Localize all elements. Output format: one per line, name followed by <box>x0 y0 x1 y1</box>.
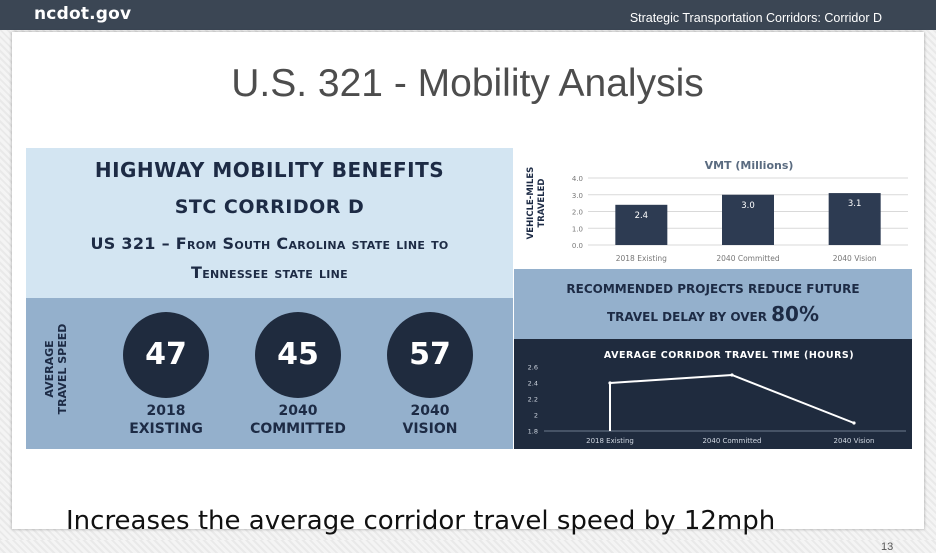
vmt-chart-panel: VEHICLE-MILES TRAVELED VMT (Millions) 0.0… <box>514 148 912 269</box>
speed-axis-label-line-1: AVERAGE <box>43 340 56 398</box>
travel-time-point <box>730 373 734 377</box>
delay-reduction-banner: RECOMMENDED PROJECTS REDUCE FUTURE TRAVE… <box>514 269 912 339</box>
speed-circle-2040-vision: 57 <box>387 312 473 398</box>
slide-caption: Increases the average corridor travel sp… <box>66 506 776 536</box>
speed-scenario: COMMITTED <box>250 421 346 437</box>
travel-time-x-tick-label: 2040 Committed <box>702 437 761 445</box>
vmt-bar <box>828 193 881 245</box>
mobility-infographic: HIGHWAY MOBILITY BENEFITS STC CORRIDOR D… <box>26 148 912 449</box>
ncdot-logo[interactable]: ncdot.gov <box>34 4 132 24</box>
travel-time-line-chart: AVERAGE CORRIDOR TRAVEL TIME (HOURS) 1.8 2… <box>528 350 906 445</box>
banner-line-1: RECOMMENDED PROJECTS REDUCE FUTURE <box>566 282 860 296</box>
speed-axis-label: AVERAGE TRAVEL SPEED <box>43 309 69 429</box>
page-number: 13 <box>881 541 894 553</box>
heading-mobility-benefits: HIGHWAY MOBILITY BENEFITS <box>94 158 445 182</box>
banner-line-2-text: TRAVEL DELAY BY OVER <box>606 310 767 324</box>
vmt-data-label: 3.0 <box>741 201 755 211</box>
speed-label-2018-existing: 2018 EXISTING <box>101 402 231 438</box>
vmt-y-tick-label: 4.0 <box>572 175 583 183</box>
travel-time-y-tick-label: 2.2 <box>528 396 538 404</box>
speed-label-2040-committed: 2040 COMMITTED <box>233 402 363 438</box>
vmt-bar <box>615 204 668 245</box>
travel-time-y-tick-label: 1.8 <box>528 428 538 436</box>
vmt-bar-chart: VMT (Millions) 0.0 1.0 2.0 3.0 4.0 2.4 2018 Exi… <box>572 159 908 263</box>
travel-time-x-tick-label: 2018 Existing <box>586 437 634 445</box>
speed-year: 2040 <box>410 403 450 419</box>
vmt-y-tick-label: 0.0 <box>572 242 583 250</box>
travel-time-y-tick-label: 2.4 <box>528 380 538 388</box>
vmt-data-label: 3.1 <box>848 199 862 209</box>
speed-label-2040-vision: 2040 VISION <box>365 402 495 438</box>
heading-route-line-2: Tennessee state line <box>191 263 348 282</box>
vmt-x-tick-label: 2040 Vision <box>833 254 877 263</box>
travel-time-y-tick-label: 2 <box>534 412 538 420</box>
vmt-bar <box>722 194 774 245</box>
speed-circle-2018-existing: 47 <box>123 312 209 398</box>
banner-line-2: TRAVEL DELAY BY OVER 80% <box>514 302 912 326</box>
travel-time-y-tick-label: 2.6 <box>528 364 538 372</box>
vmt-x-tick-label: 2040 Committed <box>716 254 779 263</box>
speed-axis-label-line-2: TRAVEL SPEED <box>56 323 69 415</box>
vmt-chart-title: VMT (Millions) <box>705 159 794 172</box>
speed-year: 2040 <box>278 403 318 419</box>
speed-circle-2040-committed: 45 <box>255 312 341 398</box>
travel-time-point <box>852 421 856 425</box>
travel-time-point <box>608 381 612 385</box>
slide: U.S. 321 - Mobility Analysis HIGHWAY MOB… <box>12 32 924 553</box>
speed-scenario: EXISTING <box>129 421 203 437</box>
speed-scenario: VISION <box>402 421 458 437</box>
vmt-data-label: 2.4 <box>635 211 649 221</box>
presentation-subtitle: Strategic Transportation Corridors: Corr… <box>629 11 882 25</box>
banner-percent: 80% <box>771 302 820 326</box>
heading-route-line-1: US 321 – From South Carolina state line … <box>90 234 449 253</box>
vmt-y-tick-label: 3.0 <box>572 192 583 200</box>
speed-year: 2018 <box>146 403 186 419</box>
heading-corridor: STC CORRIDOR D <box>174 196 365 218</box>
travel-time-series-line <box>609 373 855 424</box>
vmt-y-tick-label: 2.0 <box>572 209 583 217</box>
top-bar: ncdot.gov Strategic Transportation Corri… <box>0 0 936 30</box>
slide-title: U.S. 321 - Mobility Analysis <box>231 62 704 105</box>
benefits-header-panel: HIGHWAY MOBILITY BENEFITS STC CORRIDOR D… <box>26 148 513 298</box>
travel-time-chart-panel: AVERAGE CORRIDOR TRAVEL TIME (HOURS) 1.8 2… <box>514 339 912 449</box>
vmt-x-tick-label: 2018 Existing <box>616 254 667 263</box>
travel-speed-panel: AVERAGE TRAVEL SPEED 47 2018 EXISTING 45… <box>26 298 513 449</box>
vmt-y-tick-label: 1.0 <box>572 225 583 233</box>
travel-time-x-tick-label: 2040 Vision <box>834 437 875 445</box>
travel-time-chart-title: AVERAGE CORRIDOR TRAVEL TIME (HOURS) <box>604 350 854 361</box>
